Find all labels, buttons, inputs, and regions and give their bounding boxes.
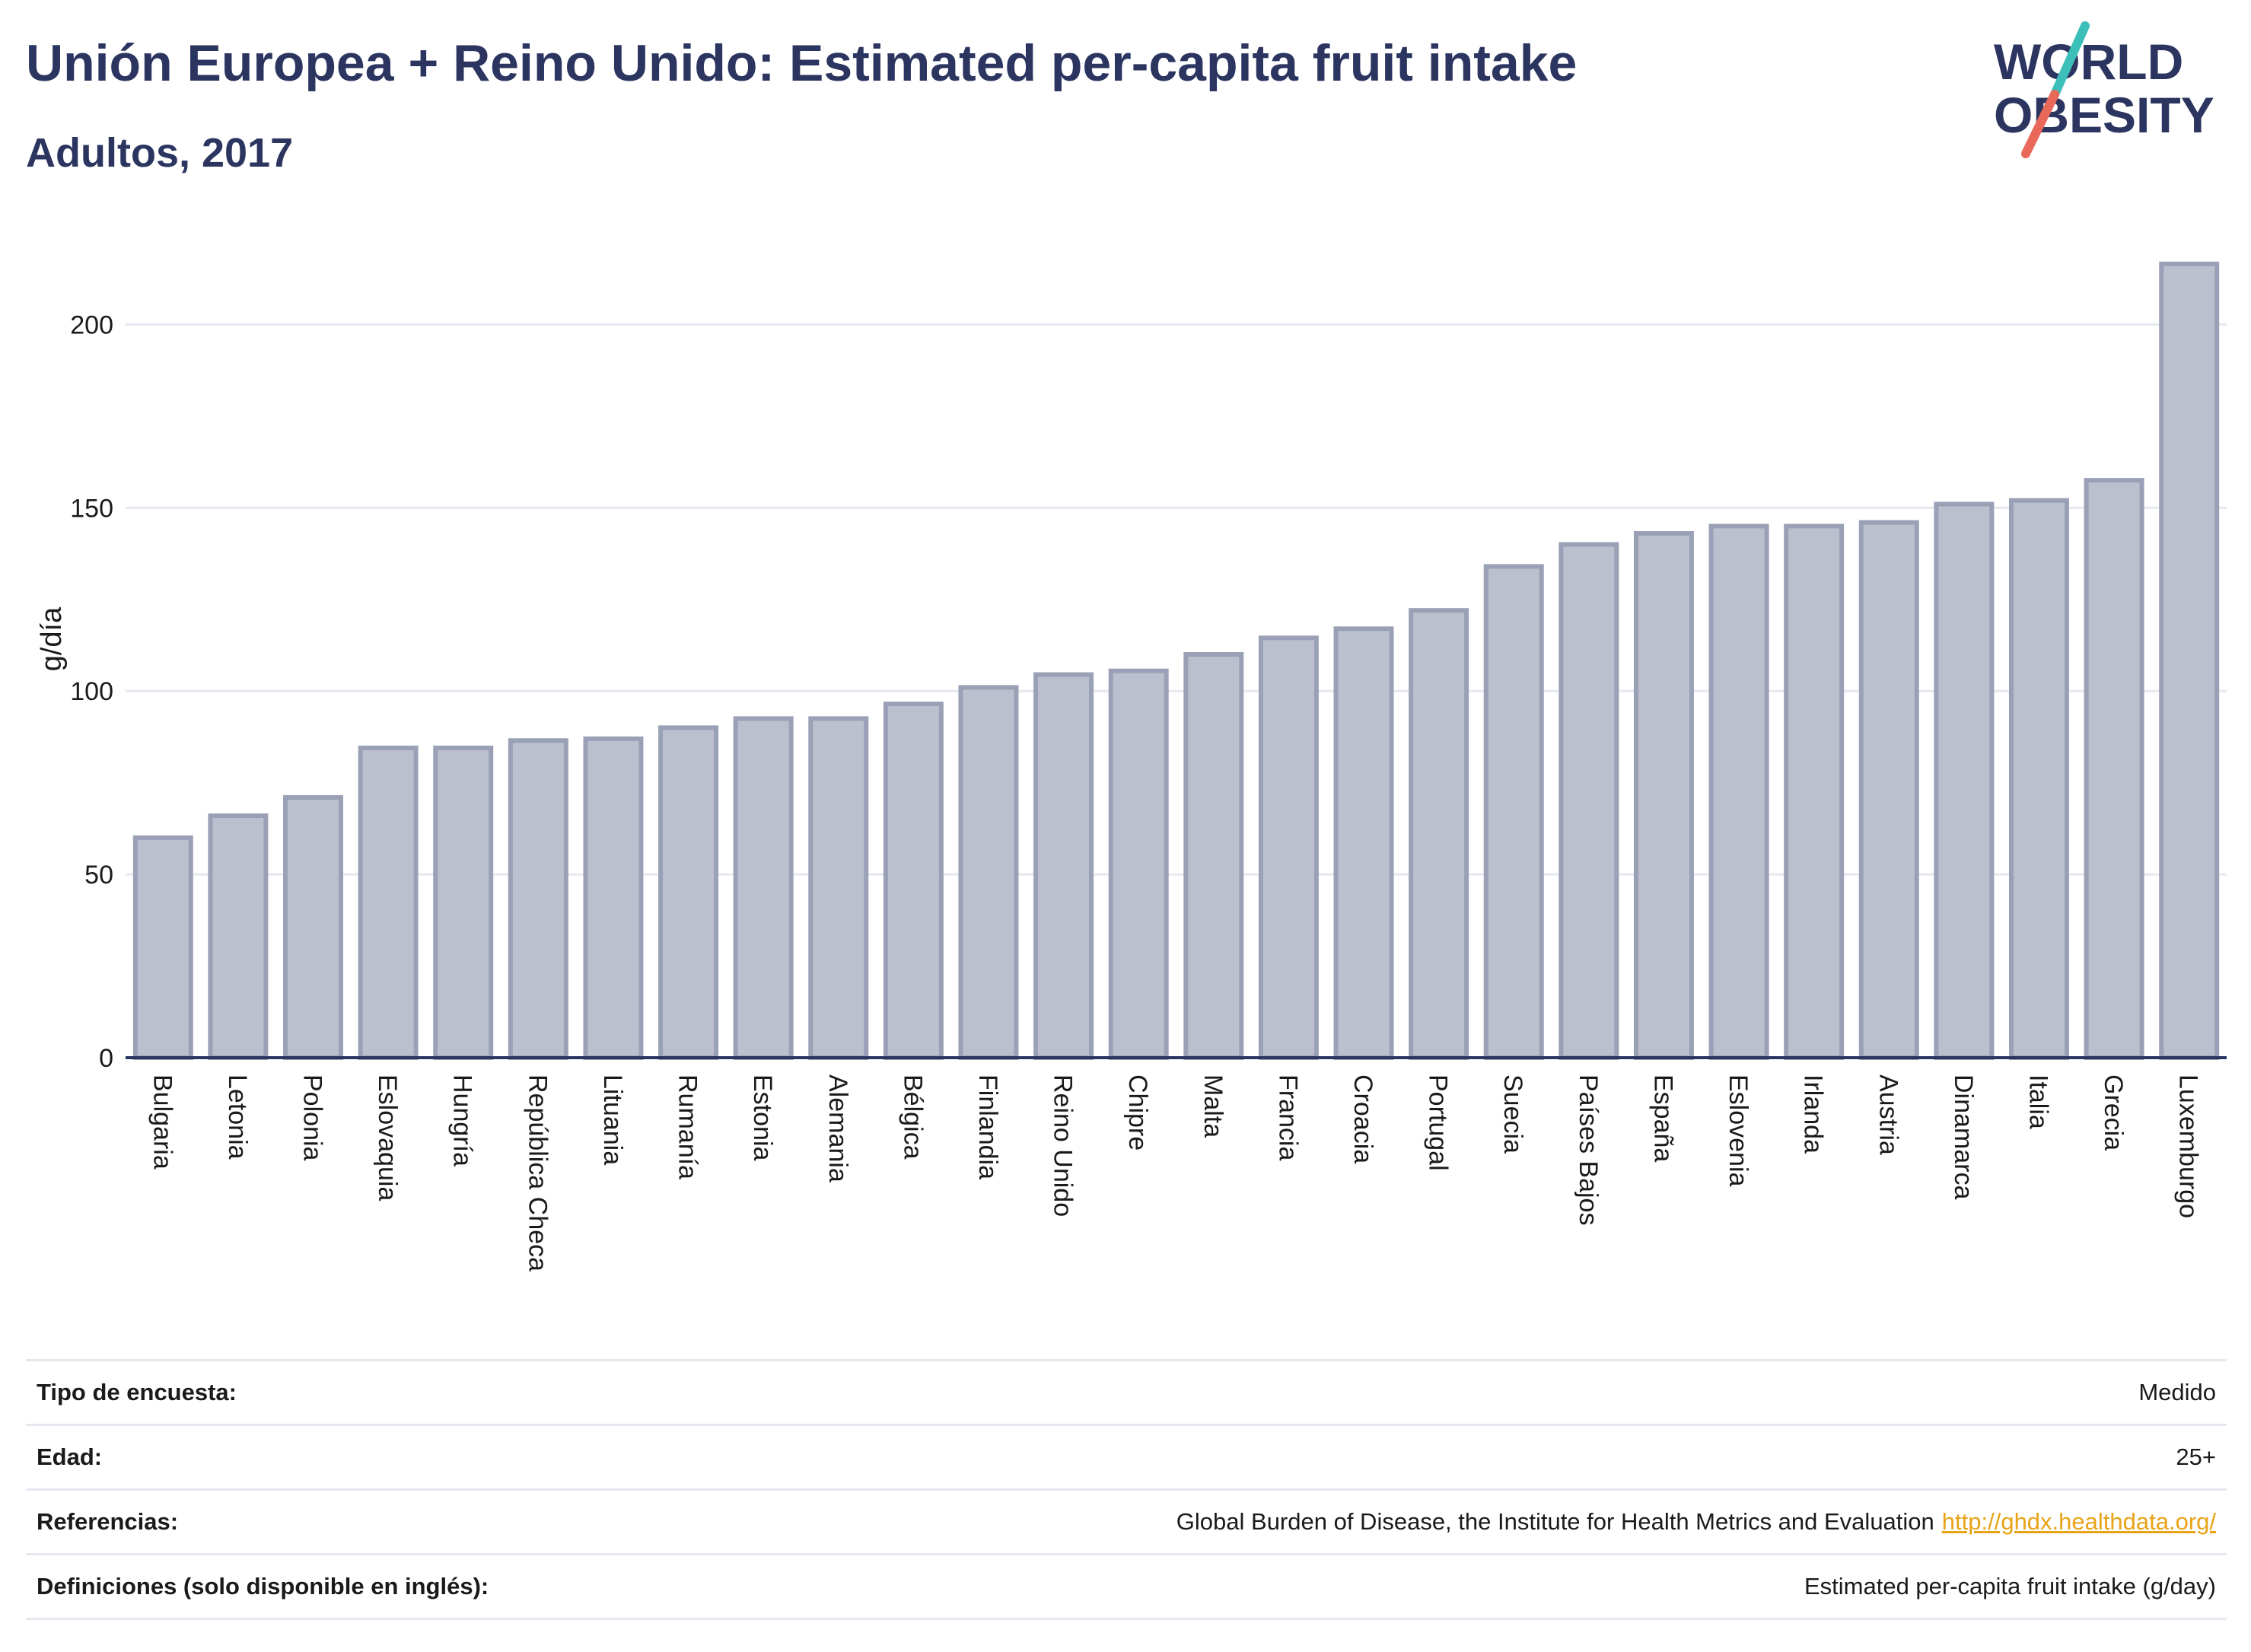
bar — [583, 736, 644, 1060]
bar — [1409, 608, 1469, 1060]
bar — [1934, 501, 1995, 1060]
bar — [1258, 635, 1319, 1060]
x-tick-label: Países Bajos — [1574, 1074, 1603, 1225]
info-row-age: Edad: 25+ — [26, 1424, 2227, 1490]
info-key: Tipo de encuesta: — [26, 1359, 705, 1425]
x-tick-label: Lituania — [598, 1074, 627, 1165]
bar — [2008, 498, 2069, 1060]
x-tick-label: Reino Unido — [1049, 1074, 1078, 1217]
x-tick-label: Grecia — [2099, 1074, 2128, 1151]
info-table: Tipo de encuesta: Medido Edad: 25+ Refer… — [26, 1359, 2227, 1620]
logo-slash-top — [2050, 21, 2090, 99]
bar — [1483, 564, 1544, 1060]
bar — [433, 745, 494, 1060]
bar — [1108, 668, 1169, 1060]
info-key: Referencias: — [26, 1488, 705, 1555]
bar — [2159, 261, 2220, 1060]
bar — [132, 835, 193, 1060]
info-row-survey-type: Tipo de encuesta: Medido — [26, 1359, 2227, 1425]
bar — [1559, 542, 1619, 1060]
x-tick-label: Rumanía — [673, 1074, 702, 1179]
x-tick-label: Croacia — [1348, 1074, 1377, 1163]
info-key: Edad: — [26, 1424, 705, 1490]
logo-slash-bottom — [2021, 90, 2059, 158]
reference-text: Global Burden of Disease, the Institute … — [1176, 1508, 1934, 1535]
bar — [733, 716, 794, 1060]
bar — [2084, 478, 2144, 1060]
chart-subtitle: Adultos, 2017 — [26, 130, 294, 176]
info-row-references: Referencias: Global Burden of Disease, t… — [26, 1488, 2227, 1555]
x-tick-label: Letonia — [223, 1074, 252, 1160]
y-tick-label: 200 — [70, 310, 113, 339]
x-tick-label: Dinamarca — [1949, 1074, 1978, 1199]
x-tick-label: Polonia — [298, 1074, 327, 1161]
world-obesity-logo: WORLD OBESITY — [1994, 21, 2214, 158]
bar — [1708, 524, 1769, 1060]
x-tick-label: Finlandia — [973, 1074, 1002, 1179]
info-value: Estimated per-capita fruit intake (g/day… — [705, 1553, 2227, 1620]
x-tick-label: Suecia — [1498, 1074, 1527, 1154]
info-value: 25+ — [705, 1424, 2227, 1490]
x-tick-label: Bulgaria — [148, 1074, 177, 1170]
bar — [1633, 531, 1694, 1060]
bar-chart: 0 50 100 150 200 g/día Bulgaria Letonia Polonia E… — [36, 261, 2227, 1272]
info-key: Definiciones (solo disponible en inglés)… — [26, 1553, 705, 1620]
x-tick-label: Chipre — [1123, 1074, 1152, 1151]
x-tick-label: Eslovaquia — [373, 1074, 402, 1201]
bar — [208, 813, 269, 1060]
x-tick-label: Irlanda — [1799, 1074, 1828, 1154]
bar — [1784, 524, 1845, 1060]
info-value-cell: Global Burden of Disease, the Institute … — [705, 1488, 2227, 1555]
x-tick-label: Luxemburgo — [2174, 1074, 2203, 1218]
x-tick-label: Italia — [2023, 1074, 2052, 1129]
logo-line1: WORLD — [1994, 33, 2183, 90]
info-value: Medido — [705, 1359, 2227, 1425]
y-tick-label: 100 — [70, 677, 113, 706]
bar — [958, 685, 1019, 1060]
x-tick-label: República Checa — [523, 1074, 552, 1272]
bar — [1333, 626, 1394, 1060]
y-tick-label: 150 — [70, 494, 113, 523]
x-tick-label: Francia — [1273, 1074, 1302, 1160]
bar — [808, 716, 869, 1060]
y-tick-label: 50 — [84, 861, 113, 890]
x-tick-label: Estonia — [748, 1074, 777, 1160]
bar — [1183, 652, 1244, 1060]
info-row-definitions: Definiciones (solo disponible en inglés)… — [26, 1553, 2227, 1620]
y-axis-label: g/día — [36, 606, 68, 671]
bar — [1858, 520, 1919, 1060]
bar — [358, 745, 419, 1060]
reference-link[interactable]: http://ghdx.healthdata.org/ — [1941, 1508, 2216, 1535]
bar — [1033, 672, 1094, 1060]
bar — [658, 725, 719, 1060]
x-tick-label: España — [1648, 1074, 1677, 1162]
x-tick-label: Portugal — [1424, 1074, 1453, 1171]
chart-title: Unión Europea + Reino Unido: Estimated p… — [26, 34, 1578, 92]
x-tick-label: Hungría — [448, 1074, 477, 1167]
x-tick-label: Malta — [1199, 1074, 1227, 1138]
x-tick-label: Alemania — [823, 1074, 852, 1183]
bar — [283, 794, 344, 1060]
x-tick-label: Eslovenia — [1724, 1074, 1753, 1187]
x-tick-label: Bélgica — [898, 1074, 927, 1160]
x-tick-label: Austria — [1874, 1074, 1902, 1155]
bar — [508, 738, 568, 1061]
bar — [883, 702, 944, 1061]
y-tick-label: 0 — [99, 1044, 113, 1073]
